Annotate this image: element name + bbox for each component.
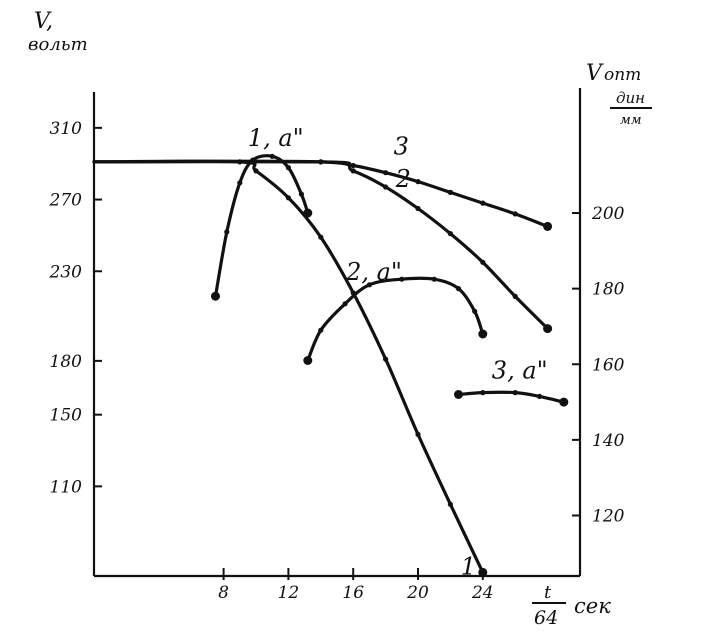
x-tick-label: 16 <box>342 583 364 603</box>
series-3-point <box>350 162 356 169</box>
series-5-point <box>366 282 372 288</box>
series-2-point <box>447 231 453 237</box>
y-left-ticks: 310 270 230 180 150 110 <box>49 119 102 497</box>
y-right-axis-symbol: V <box>586 61 604 86</box>
y-right-tick-label: 140 <box>592 431 625 451</box>
series-4-point <box>211 291 220 301</box>
series-5-point <box>455 286 462 292</box>
series-3-point <box>447 189 453 195</box>
series-6-point <box>559 397 569 407</box>
y-left-tick-label: 270 <box>49 191 83 211</box>
series-2-label: 2 <box>395 165 411 193</box>
y-left-tick-label: 150 <box>50 406 83 426</box>
series-6-point <box>512 390 518 396</box>
y-right-tick-label: 160 <box>592 355 625 375</box>
y-left-tick-label: 180 <box>50 352 83 372</box>
series-4-point <box>224 229 230 235</box>
series-1-point <box>318 234 324 240</box>
y-right-tick-label: 180 <box>592 280 625 300</box>
x-axis-label-numerator: t <box>544 582 552 603</box>
series-3-point <box>318 159 324 165</box>
series-1-point <box>383 356 389 362</box>
series-layer: 1 2 3 1, a" 2, a" 3, a" <box>92 124 569 580</box>
series-1-point <box>447 501 453 507</box>
series-5-point <box>399 276 405 282</box>
x-ticks: 8 12 16 20 24 <box>218 568 494 603</box>
y-right-axis-unit-denominator: мм <box>620 113 642 128</box>
series-4-point <box>269 153 275 159</box>
x-tick-label: 8 <box>218 583 229 603</box>
series-3-point <box>512 211 518 217</box>
series-3-point <box>480 200 486 206</box>
series-3-line <box>92 160 550 228</box>
series-6-point <box>480 390 486 396</box>
y-right-ticks: 200 180 160 140 120 <box>572 204 625 527</box>
series-4-point <box>303 208 313 218</box>
series-4-point <box>285 165 291 171</box>
series-6-line <box>456 390 566 404</box>
series-5-point <box>303 356 313 365</box>
x-tick-label: 20 <box>406 583 429 603</box>
x-tick-label: 24 <box>471 583 494 603</box>
series-6-point <box>454 390 463 399</box>
series-3-point <box>543 221 553 231</box>
series-1-point <box>253 168 259 174</box>
series-2-point <box>383 184 389 190</box>
series-5-line <box>306 276 485 363</box>
y-left-tick-label: 230 <box>49 262 83 282</box>
y-right-axis-unit-numerator: дин <box>616 89 645 107</box>
series-2-point <box>512 293 518 299</box>
y-left-tick-label: 110 <box>50 477 83 497</box>
series-6-label: 3, a" <box>492 357 548 385</box>
y-right-axis-subscript: опт <box>604 65 641 85</box>
series-2-point <box>350 168 356 174</box>
series-3-label: 3 <box>394 133 409 161</box>
x-axis-label-unit: сек <box>574 594 611 618</box>
series-4-point <box>237 180 243 186</box>
y-right-tick-label: 200 <box>591 204 625 224</box>
series-1-point <box>285 195 291 201</box>
series-5-point <box>478 329 488 339</box>
series-1-label: 1 <box>461 552 476 580</box>
series-1-point <box>478 567 488 577</box>
series-3-point <box>383 170 389 176</box>
series-5-point <box>342 301 348 307</box>
series-4-label: 1, a" <box>248 124 304 152</box>
series-5-point <box>431 276 437 282</box>
series-5-label: 2, a" <box>345 258 402 286</box>
axes <box>92 88 582 578</box>
series-6-point <box>536 393 543 399</box>
series-2-point <box>480 259 486 265</box>
series-4-point <box>298 191 304 197</box>
series-1-line <box>92 159 485 574</box>
y-left-tick-label: 310 <box>50 119 83 139</box>
series-3-point <box>415 179 421 185</box>
y-right-tick-label: 120 <box>592 507 625 527</box>
series-2-line <box>92 159 550 331</box>
series-5-point <box>472 308 478 314</box>
x-axis-label-denominator: 64 <box>534 607 558 629</box>
series-5-point <box>318 327 324 333</box>
y-left-axis-unit: вольт <box>28 34 88 55</box>
series-2-point <box>543 324 553 334</box>
series-4-point <box>250 157 256 163</box>
x-tick-label: 12 <box>278 583 300 603</box>
series-2-point <box>415 205 421 212</box>
series-1-point <box>415 431 421 437</box>
y-left-axis-symbol: V, <box>34 9 53 34</box>
